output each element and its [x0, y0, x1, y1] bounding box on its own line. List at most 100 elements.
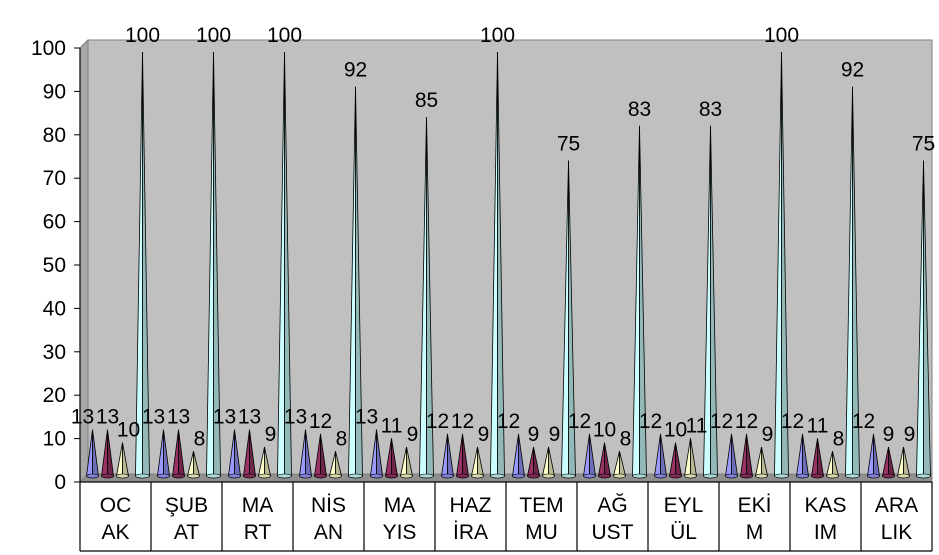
y-tick-label: 10 — [43, 428, 66, 451]
data-label: 12 — [852, 410, 875, 433]
cone-base — [684, 473, 697, 479]
category-label: AT — [174, 521, 199, 544]
data-label: 10 — [117, 419, 140, 442]
cone-base — [206, 473, 221, 479]
data-label: 11 — [381, 414, 403, 437]
category-label: OC — [100, 494, 132, 517]
data-label: 75 — [912, 133, 935, 156]
data-label: 85 — [415, 89, 438, 112]
category-table: OC AK ŞUB AT MA RT NİS AN MA YIS HAZ İRA TEM MU AĞ UST E… — [79, 482, 933, 552]
cone-base — [561, 473, 576, 479]
cone-base — [897, 473, 910, 479]
data-label: 100 — [267, 24, 302, 47]
cone-base — [314, 473, 327, 479]
data-label: 100 — [196, 24, 231, 47]
cone-bar — [400, 446, 413, 479]
category-label: LIK — [881, 521, 913, 544]
cone-bar — [882, 446, 895, 479]
cone-bar — [867, 433, 880, 479]
data-label: 8 — [336, 427, 348, 450]
cone-base — [348, 473, 363, 479]
cone-bar — [826, 451, 839, 479]
cone-bar — [258, 446, 271, 479]
cone-base — [385, 473, 398, 479]
cone-bar — [228, 429, 241, 479]
data-label: 13 — [142, 406, 165, 429]
category-label: AN — [314, 521, 343, 544]
cone-bar — [370, 429, 383, 479]
cone-base — [740, 473, 753, 479]
cone-base — [101, 473, 114, 479]
cone-bar — [441, 433, 454, 479]
cone-base — [882, 473, 895, 479]
cone-bar — [329, 451, 342, 479]
cone-base — [258, 473, 271, 479]
data-label: 100 — [480, 24, 515, 47]
cone-base — [329, 473, 342, 479]
cone-base — [187, 473, 200, 479]
cone-base — [116, 473, 129, 479]
cone-base — [228, 473, 241, 479]
cone-bar — [684, 438, 697, 479]
category-label: EKİ — [738, 494, 772, 517]
cone-base — [796, 473, 809, 479]
cone-bar — [703, 125, 718, 479]
data-label: 10 — [593, 419, 616, 442]
cone-bar — [542, 446, 555, 479]
category-label: TEM — [519, 494, 563, 517]
data-label: 83 — [628, 98, 651, 121]
data-label: 8 — [620, 427, 632, 450]
cone-base — [654, 473, 667, 479]
category-label: IM — [814, 521, 837, 544]
cone-bar — [654, 433, 667, 479]
data-label: 12 — [710, 410, 733, 433]
data-label: 12 — [568, 410, 591, 433]
cone-base — [400, 473, 413, 479]
data-label: 9 — [478, 423, 490, 446]
cone-base — [826, 473, 839, 479]
data-label: 83 — [699, 98, 722, 121]
cone-base — [299, 473, 312, 479]
data-label: 10 — [664, 419, 687, 442]
data-label: 8 — [833, 427, 845, 450]
data-label: 12 — [497, 410, 520, 433]
data-label: 100 — [764, 24, 799, 47]
y-tick-label: 50 — [43, 254, 66, 277]
cone-base — [632, 473, 647, 479]
cone-base — [527, 473, 540, 479]
cone-bar — [314, 433, 327, 479]
data-label: 13 — [355, 406, 378, 429]
cone-base — [172, 473, 185, 479]
data-label: 13 — [96, 406, 119, 429]
cone-base — [774, 473, 789, 479]
y-tick-label: 20 — [43, 384, 66, 407]
category-label: YIS — [383, 521, 417, 544]
category-label: MU — [525, 521, 558, 544]
cone-bar — [471, 446, 484, 479]
category-label: İRA — [453, 521, 488, 544]
data-label: 100 — [125, 24, 160, 47]
y-tick-label: 60 — [43, 211, 66, 234]
cone-bar — [277, 51, 292, 479]
cone-bar — [456, 433, 469, 479]
data-label: 12 — [639, 410, 662, 433]
data-label: 75 — [557, 133, 580, 156]
category-label: UST — [592, 521, 634, 544]
data-label: 12 — [451, 410, 474, 433]
cone-base — [370, 473, 383, 479]
data-label: 9 — [883, 423, 895, 446]
cone-bar — [583, 433, 596, 479]
cone-bar — [916, 160, 931, 479]
cone-bar — [669, 442, 682, 479]
cone-bar — [561, 160, 576, 479]
cone-base — [725, 473, 738, 479]
category-label: RT — [244, 521, 272, 544]
y-tick-label: 70 — [43, 167, 66, 190]
cone-bar — [598, 442, 611, 479]
cone-base — [471, 473, 484, 479]
cone-bar — [527, 446, 540, 479]
cone-base — [86, 473, 99, 479]
category-label: ÜL — [670, 521, 697, 544]
cone-base — [441, 473, 454, 479]
data-label: 13 — [284, 406, 307, 429]
